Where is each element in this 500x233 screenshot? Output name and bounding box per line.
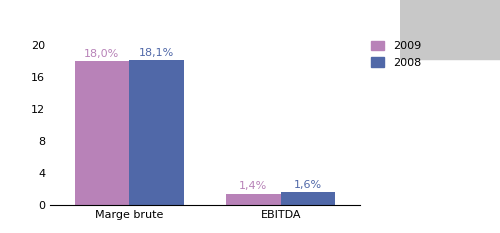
Legend: 2009, 2008: 2009, 2008	[370, 41, 421, 68]
Bar	[130, 60, 184, 205]
Bar	[280, 192, 336, 205]
Text: 18,1%: 18,1%	[139, 48, 174, 58]
Text: 1,4%: 1,4%	[239, 182, 268, 192]
Bar	[226, 194, 280, 205]
Text: Ratios en % du chiffre d'affaires: Ratios en % du chiffre d'affaires	[6, 15, 258, 29]
Bar	[74, 61, 130, 205]
Text: 1,6%: 1,6%	[294, 180, 322, 190]
Text: 18,0%: 18,0%	[84, 49, 120, 59]
FancyBboxPatch shape	[400, 0, 500, 60]
